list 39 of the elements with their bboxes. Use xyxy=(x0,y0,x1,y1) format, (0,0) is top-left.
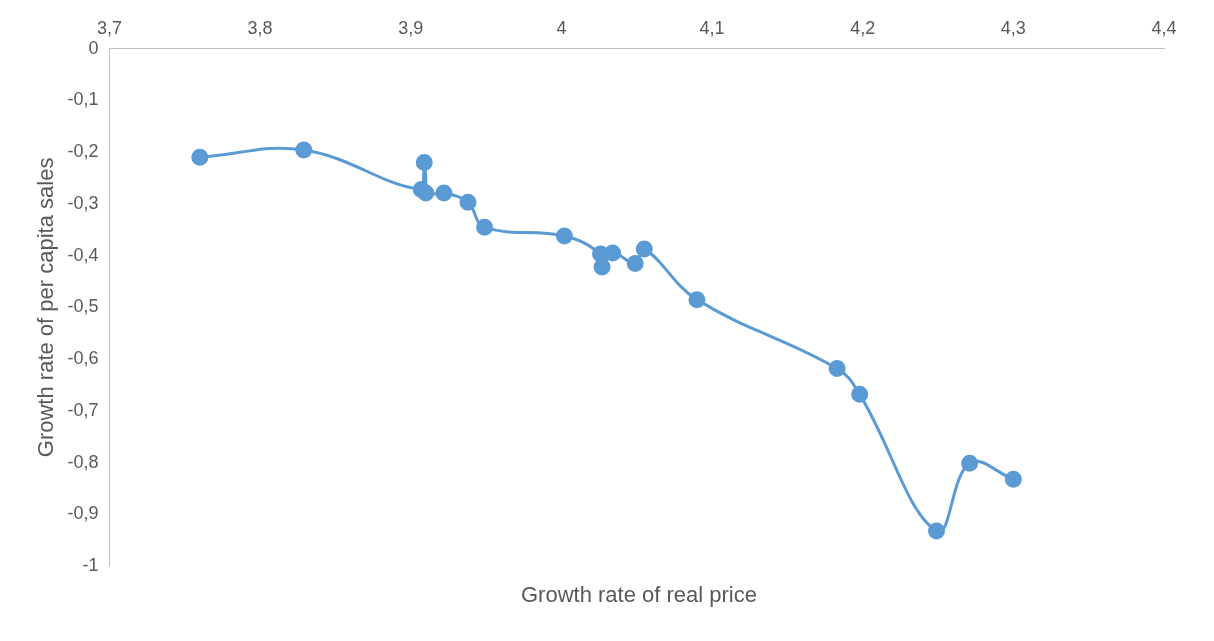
point xyxy=(604,244,622,262)
point xyxy=(851,385,869,403)
y-tick-label: -0,7 xyxy=(67,399,99,420)
point xyxy=(688,291,706,309)
point xyxy=(626,254,644,272)
x-tick-label: 4,2 xyxy=(850,17,876,38)
point xyxy=(415,153,433,171)
y-tick-label: -0,5 xyxy=(67,296,99,317)
point xyxy=(555,227,573,245)
y-tick-label: -0,2 xyxy=(67,141,99,162)
y-tick-label: -0,3 xyxy=(67,192,99,213)
y-tick-label: -0,6 xyxy=(67,348,99,369)
point xyxy=(459,193,477,211)
point xyxy=(417,184,435,202)
x-tick-label: 3,8 xyxy=(247,17,273,38)
x-tick-label: 4 xyxy=(556,17,567,38)
point xyxy=(476,218,494,236)
x-tick-label: 3,9 xyxy=(398,17,424,38)
y-tick-label: -1 xyxy=(82,555,99,576)
y-tick-label: -0,8 xyxy=(67,451,99,472)
point xyxy=(828,359,846,377)
y-axis-title: Growth rate of per capita sales xyxy=(33,157,59,458)
y-tick-label: -0,4 xyxy=(67,244,99,265)
x-axis-title: Growth rate of real price xyxy=(520,582,758,608)
y-tick-label: 0 xyxy=(88,37,99,58)
x-tick-label: 4,4 xyxy=(1151,17,1177,38)
point xyxy=(961,454,979,472)
x-tick-label: 4,1 xyxy=(699,17,725,38)
point xyxy=(593,258,611,276)
point xyxy=(295,141,313,159)
point xyxy=(435,184,453,202)
y-tick-label: -0,9 xyxy=(67,503,99,524)
x-tick-label: 4,3 xyxy=(1000,17,1026,38)
point xyxy=(635,240,653,258)
y-tick-label: -0,1 xyxy=(67,89,99,110)
x-tick-label: 3,7 xyxy=(96,17,122,38)
point xyxy=(928,522,946,540)
point xyxy=(1004,470,1022,488)
point xyxy=(191,148,209,166)
